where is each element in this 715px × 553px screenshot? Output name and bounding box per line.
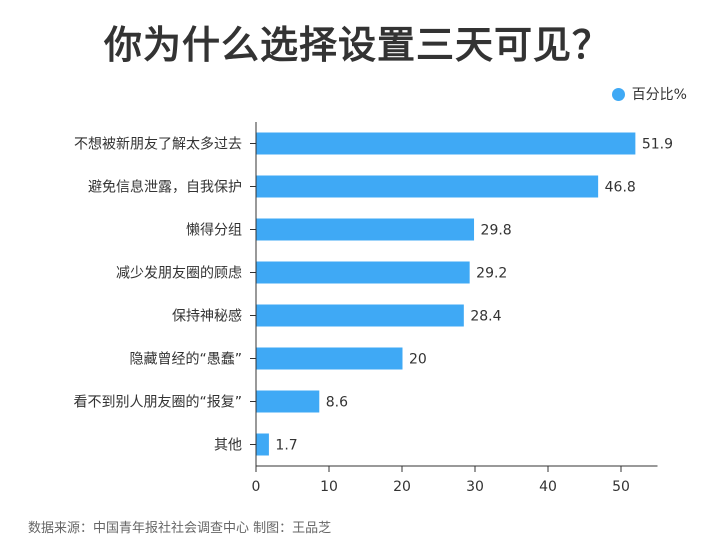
x-tick-label: 0 <box>252 479 261 495</box>
value-label: 28.4 <box>470 309 501 325</box>
value-label: 8.6 <box>326 395 348 411</box>
bar <box>256 175 599 198</box>
x-tick-label: 40 <box>539 479 557 495</box>
category-label: 其他 <box>214 438 242 454</box>
category-label: 懒得分组 <box>186 222 242 239</box>
legend-label: 百分比% <box>631 87 687 103</box>
bar <box>256 304 464 327</box>
value-label: 29.2 <box>476 266 507 282</box>
source-note: 数据来源：中国青年报社社会调查中心 制图：王品芝 <box>28 521 332 536</box>
x-tick-label: 20 <box>393 479 411 495</box>
bar <box>256 433 269 456</box>
chart-title: 你为什么选择设置三天可见？ <box>103 23 611 67</box>
category-label: 减少发朋友圈的顾虑 <box>116 266 242 282</box>
category-label: 看不到别人朋友圈的“报复” <box>73 394 242 411</box>
bar <box>256 390 320 413</box>
x-tick-label: 30 <box>466 479 484 495</box>
legend-swatch <box>611 87 625 101</box>
bar <box>256 218 475 241</box>
legend: 百分比% <box>611 84 687 104</box>
bar <box>256 347 403 370</box>
value-label: 20 <box>409 352 427 368</box>
bar <box>256 261 470 284</box>
x-tick-label: 50 <box>612 479 630 495</box>
category-label: 避免信息泄露，自我保护 <box>88 179 242 196</box>
bar <box>256 132 636 155</box>
category-label: 保持神秘感 <box>172 308 242 325</box>
value-label: 1.7 <box>275 438 297 454</box>
value-label: 29.8 <box>481 223 512 239</box>
category-label: 隐藏曾经的“愚蠢” <box>129 352 242 368</box>
value-label: 46.8 <box>605 180 636 196</box>
category-label: 不想被新朋友了解太多过去 <box>74 136 242 153</box>
value-label: 51.9 <box>642 137 673 153</box>
x-tick-label: 10 <box>320 479 338 495</box>
